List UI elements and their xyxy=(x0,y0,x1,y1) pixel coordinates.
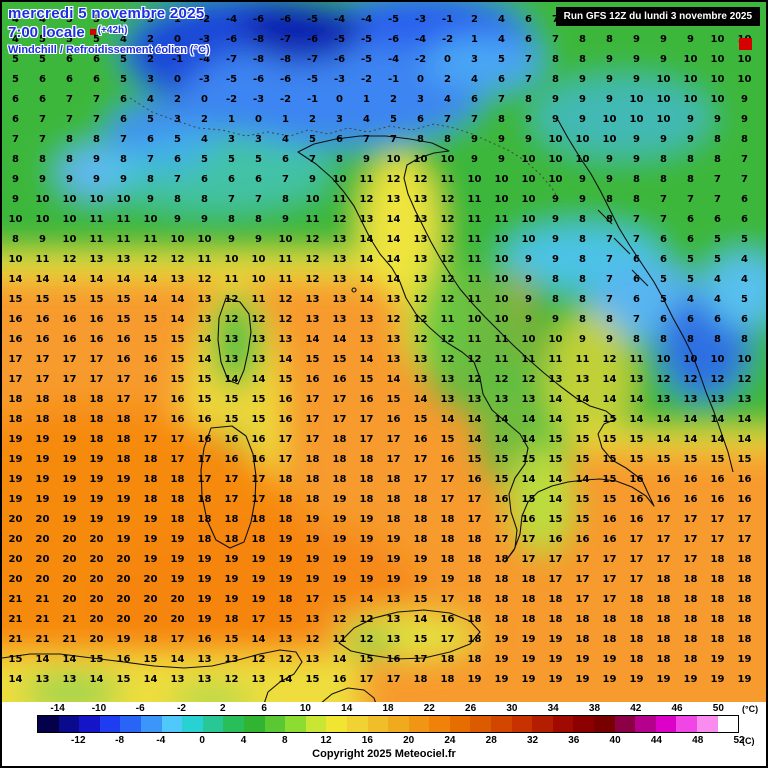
scale-segment xyxy=(243,716,265,732)
scale-segment xyxy=(305,716,327,732)
sicily-coastline xyxy=(338,609,481,660)
scale-tick-label: -10 xyxy=(91,703,107,714)
unit-label-bottom: (C) xyxy=(742,736,755,746)
scale-segment xyxy=(532,716,553,732)
scale-segment xyxy=(285,716,306,732)
legend: -14 -10 -6 -2 2 6 10 14 18 22 26 30 34 38 42 46 50 (°C) … xyxy=(2,702,766,766)
run-offset-label: (+42h) xyxy=(97,25,128,36)
scale-tick-label: 2 xyxy=(220,703,226,714)
scale-segment xyxy=(697,716,718,732)
scale-segment xyxy=(202,716,224,732)
scale-tick-label: 38 xyxy=(588,703,601,714)
scale-segment xyxy=(635,716,656,732)
scale-tick-label: -4 xyxy=(156,735,166,746)
scale-segment xyxy=(573,716,595,732)
run-info-box: Run GFS 12Z du lundi 3 novembre 2025 xyxy=(555,7,760,26)
scale-segment xyxy=(140,716,162,732)
scale-segment xyxy=(367,716,389,732)
header: mercredi 5 novembre 2025 7:00 locale (+42… xyxy=(8,5,210,56)
scale-segment xyxy=(429,716,450,732)
scale-segment xyxy=(38,716,59,732)
scale-segment xyxy=(326,716,347,732)
scale-segment xyxy=(511,716,533,732)
scale-tick-label: 48 xyxy=(692,735,704,746)
scale-segment xyxy=(470,716,492,732)
scale-tick-label: 10 xyxy=(299,703,311,714)
scale-tick-label: 16 xyxy=(361,735,373,746)
temperature-field-map xyxy=(2,2,766,702)
copyright-label: Copyright 2025 Meteociel.fr xyxy=(312,748,456,760)
scale-tick-label: 0 xyxy=(199,735,205,746)
temperature-blobs xyxy=(2,2,766,702)
date-label: mercredi 5 novembre 2025 xyxy=(8,5,205,22)
scale-segment xyxy=(552,716,574,732)
scale-segment xyxy=(491,716,512,732)
scale-tick-label: -6 xyxy=(135,703,145,714)
scale-tick-label: 20 xyxy=(403,735,415,746)
sardinia-coastline xyxy=(200,425,257,549)
scale-segment xyxy=(120,716,141,732)
croatian-islands xyxy=(597,209,649,287)
unit-label-top: (°C) xyxy=(742,704,759,714)
scale-tick-label: 26 xyxy=(465,703,477,714)
scale-tick-label: 40 xyxy=(609,735,621,746)
scale-segment xyxy=(79,716,100,732)
map-area: 4455431-2-4-6-6-5-4-4-5-3-12467788999945… xyxy=(2,2,766,702)
scale-tick-label: 52 xyxy=(733,735,745,746)
scale-tick-label: 42 xyxy=(630,703,642,714)
scale-tick-label: -14 xyxy=(50,703,65,714)
scale-tick-label: 18 xyxy=(382,703,394,714)
scale-segment xyxy=(388,716,409,732)
scale-tick-label: 28 xyxy=(485,735,497,746)
red-marker-icon xyxy=(89,29,96,35)
scale-tick-label: -2 xyxy=(177,703,186,714)
scale-tick-label: 44 xyxy=(650,735,662,746)
scale-tick-label: 22 xyxy=(423,703,435,714)
scale-segment xyxy=(223,716,244,732)
scale-tick-label: 6 xyxy=(261,703,267,714)
scale-segment xyxy=(655,716,677,732)
elba-island xyxy=(351,287,357,293)
scale-segment xyxy=(346,716,368,732)
scale-segment xyxy=(614,716,636,732)
scale-segment xyxy=(264,716,286,732)
variable-label: Windchill / Refroidissement éolien (°C) xyxy=(8,44,210,56)
time-line: 7:00 locale (+42h) xyxy=(8,24,210,41)
scale-segment xyxy=(161,716,183,732)
scale-tick-label: 8 xyxy=(281,735,288,746)
scale-tick-label: 12 xyxy=(320,735,332,746)
scale-segment xyxy=(594,716,615,732)
scale-segment xyxy=(58,716,80,732)
scale-tick-label: 36 xyxy=(568,735,580,746)
scale-tick-label: 24 xyxy=(444,735,456,746)
scale-tick-label: -8 xyxy=(115,735,125,746)
scale-tick-label: 50 xyxy=(712,703,724,714)
red-marker-right xyxy=(739,38,752,50)
scale-tick-label: 4 xyxy=(240,735,247,746)
scale-tick-label: 46 xyxy=(671,703,683,714)
scale-tick-label: 32 xyxy=(526,735,539,746)
scale-segment xyxy=(182,716,203,732)
scale-tick-label: 30 xyxy=(506,703,518,714)
color-scale-bar xyxy=(37,715,739,733)
time-label: 7:00 locale xyxy=(8,24,85,41)
scale-segment xyxy=(99,716,121,732)
scale-segment xyxy=(408,716,430,732)
corsica-coastline xyxy=(217,297,252,385)
alpine-borders xyxy=(129,97,561,203)
scale-labels-bottom: -12 -8 -4 0 4 8 12 16 20 24 28 32 36 40 44 48 52 xyxy=(2,735,766,747)
scale-segment xyxy=(717,716,739,732)
italy-coastline xyxy=(297,135,655,563)
scale-tick-label: 14 xyxy=(341,703,353,714)
scale-segment xyxy=(676,716,697,732)
scale-labels-top: -14 -10 -6 -2 2 6 10 14 18 22 26 30 34 38 42 46 50 xyxy=(2,703,766,715)
balkan-coastline xyxy=(557,119,734,473)
scale-segment xyxy=(449,716,471,732)
scale-tick-label: 34 xyxy=(547,703,559,714)
africa-coastline xyxy=(2,649,376,702)
scale-tick-label: -12 xyxy=(71,735,86,746)
